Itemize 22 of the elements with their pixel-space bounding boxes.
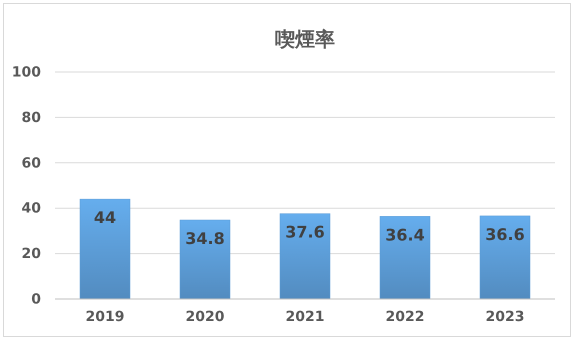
data-label: 36.6 <box>485 224 525 244</box>
bar <box>80 198 130 300</box>
y-tick-label: 0 <box>31 291 42 308</box>
y-tick-label: 20 <box>22 246 42 262</box>
x-tick-label: 2019 <box>86 308 124 325</box>
bar <box>280 213 330 300</box>
chart-title: 喫煙率 <box>275 27 335 51</box>
bar <box>480 216 530 300</box>
x-tick-label: 2023 <box>486 308 524 325</box>
y-tick-label: 40 <box>22 200 42 217</box>
data-label: 44 <box>94 208 116 228</box>
x-tick-label: 2020 <box>186 308 225 325</box>
y-tick-label: 60 <box>22 155 42 172</box>
bar <box>380 216 430 300</box>
data-label: 37.6 <box>285 222 325 242</box>
data-label: 36.4 <box>385 225 425 244</box>
y-tick-label: 80 <box>22 110 42 126</box>
x-tick-label: 2021 <box>286 308 324 325</box>
data-label: 34.8 <box>185 229 225 248</box>
bar <box>180 220 230 300</box>
x-tick-label: 2022 <box>386 308 424 325</box>
y-tick-label: 100 <box>12 64 42 80</box>
